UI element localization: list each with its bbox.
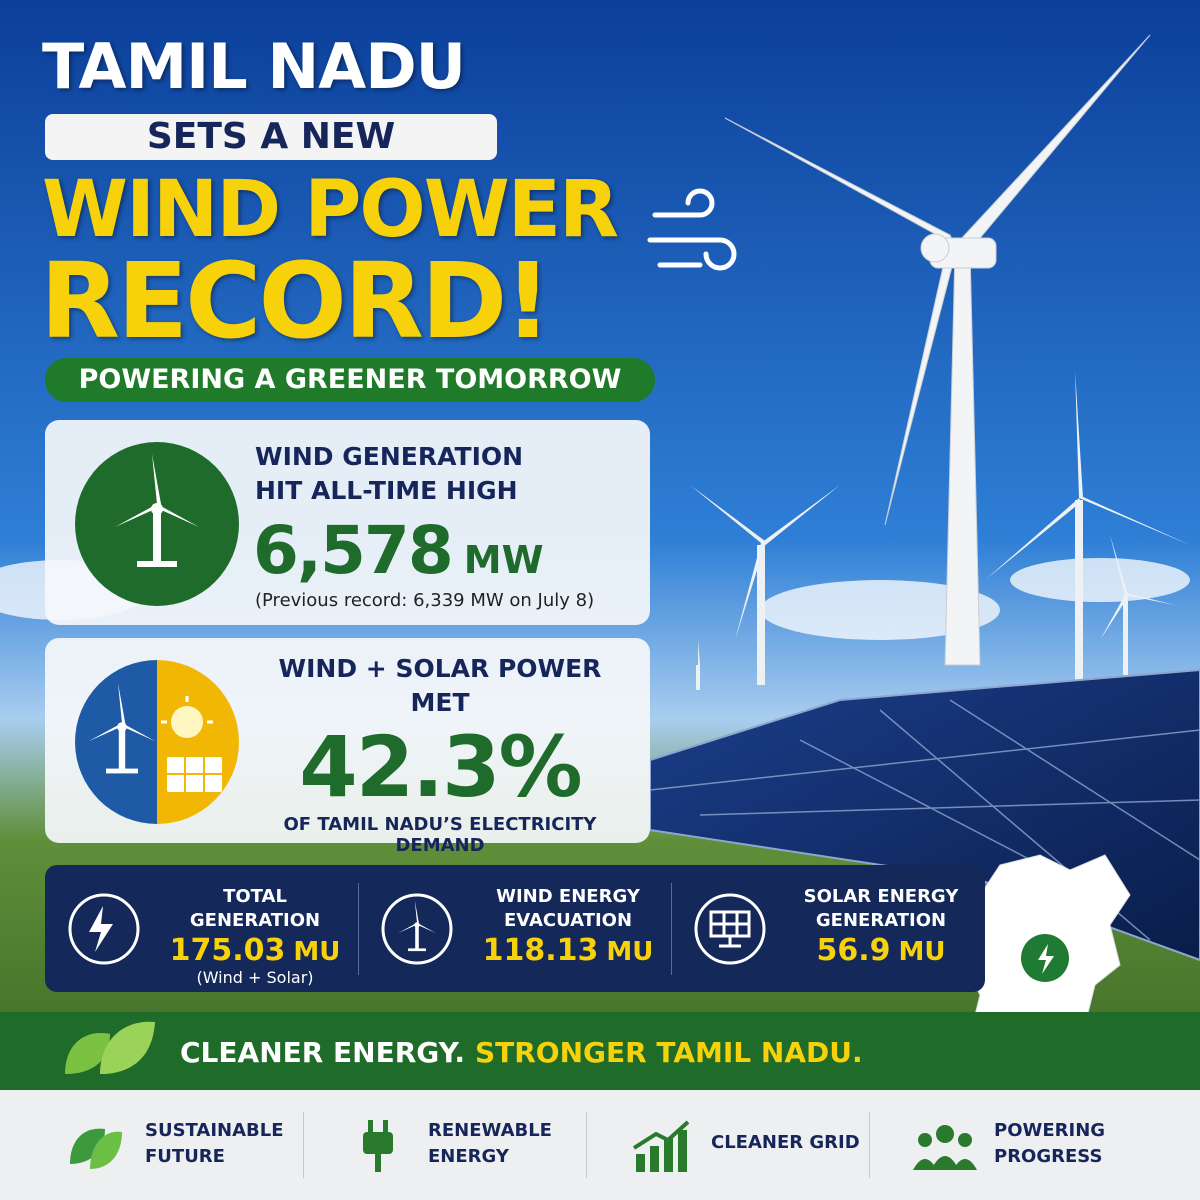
card-value: 42.3%: [299, 718, 582, 816]
footer-label: SUSTAINABLE FUTURE: [145, 1118, 284, 1170]
stat-value-row: 118.13 MU: [468, 933, 668, 968]
stat-value: 56.9: [816, 933, 891, 968]
card-note: OF TAMIL NADU’S ELECTRICITY DEMAND: [283, 814, 597, 856]
title: TAMIL NADU: [42, 30, 466, 103]
stat-value: 118.13: [482, 933, 599, 968]
stat-note: (Wind + Solar): [196, 968, 314, 987]
banner: CLEANER ENERGY. STRONGER TAMIL NADU.: [0, 1012, 1200, 1090]
footer-icon: [363, 1120, 393, 1172]
stat-unit: MU: [898, 937, 946, 967]
divider: [671, 883, 672, 975]
footer-icon: [632, 1120, 690, 1172]
card-value-row: 6,578 MW: [253, 512, 544, 589]
divider: [869, 1112, 870, 1178]
stat-text: SOLAR ENERGY GENERATION 56.9 MU: [781, 885, 981, 968]
stat-label: GENERATION: [815, 910, 947, 931]
headline: RECORD!: [40, 240, 552, 362]
card-heading: HIT ALL-TIME HIGH: [255, 476, 518, 505]
stat-label: SOLAR ENERGY: [803, 886, 959, 907]
footer-label: POWERING PROGRESS: [994, 1118, 1105, 1170]
card-heading: MET: [410, 688, 470, 717]
leaf-icon: [65, 1021, 155, 1074]
stat-text: TOTAL GENERATION 175.03 MU (Wind + Solar): [155, 885, 355, 987]
stat-text: WIND ENERGY EVACUATION 118.13 MU: [468, 885, 668, 968]
stat-label: TOTAL GENERATION: [189, 886, 321, 931]
footer-icon: [913, 1125, 977, 1170]
card-note: (Previous record: 6,339 MW on July 8): [255, 590, 595, 611]
stat-value-row: 175.03 MU: [155, 933, 355, 968]
wind-solar-icon: [75, 660, 239, 824]
footer-label-line: ENERGY: [428, 1146, 509, 1167]
stat-icon: [381, 893, 453, 965]
headline: WIND POWER: [42, 165, 619, 255]
footer-label-line: RENEWABLE: [428, 1120, 552, 1141]
footer: SUSTAINABLE FUTURE RENEWABLE ENERGY CLEANER …: [0, 1090, 1200, 1200]
footer-icon: [70, 1128, 122, 1169]
stat-card: WIND GENERATION HIT ALL-TIME HIGH 6,578 MW(…: [45, 420, 650, 625]
stat-unit: MU: [606, 937, 654, 967]
footer-label-line: SUSTAINABLE: [145, 1120, 284, 1141]
stats-bar: TOTAL GENERATION 175.03 MU (Wind + Solar) WI…: [45, 865, 985, 992]
footer-label: RENEWABLE ENERGY: [428, 1118, 552, 1170]
footer-label-line: CLEANER GRID: [711, 1132, 860, 1153]
stat-icon: [694, 893, 766, 965]
card-unit: MW: [463, 538, 544, 582]
tagline: POWERING A GREENER TOMORROW: [45, 358, 655, 402]
card-heading: WIND + SOLAR POWER: [278, 654, 602, 683]
stat-unit: MU: [293, 937, 341, 967]
stat-value-row: 56.9 MU: [781, 933, 981, 968]
card-value: 6,578: [253, 512, 454, 589]
divider: [586, 1112, 587, 1178]
footer-label-line: FUTURE: [145, 1146, 225, 1167]
divider: [358, 883, 359, 975]
stat-label: WIND ENERGY: [496, 886, 640, 907]
footer-label-line: POWERING: [994, 1120, 1106, 1141]
wind-icon: [75, 442, 239, 606]
stat-label: EVACUATION: [503, 910, 633, 931]
stat-value: 175.03: [169, 933, 286, 968]
stat-icon: [68, 893, 140, 965]
footer-label: CLEANER GRID: [711, 1130, 860, 1156]
footer-label-line: PROGRESS: [994, 1146, 1103, 1167]
banner-text: CLEANER ENERGY. STRONGER TAMIL NADU.: [180, 1036, 863, 1069]
stat-card: WIND + SOLAR POWER MET 42.3% OF TAMIL NADU’…: [45, 638, 650, 856]
banner-main: CLEANER ENERGY.: [180, 1036, 465, 1069]
divider: [303, 1112, 304, 1178]
banner-highlight: STRONGER TAMIL NADU.: [474, 1036, 863, 1069]
kicker: SETS A NEW: [45, 114, 497, 160]
card-heading: WIND GENERATION: [255, 442, 524, 471]
